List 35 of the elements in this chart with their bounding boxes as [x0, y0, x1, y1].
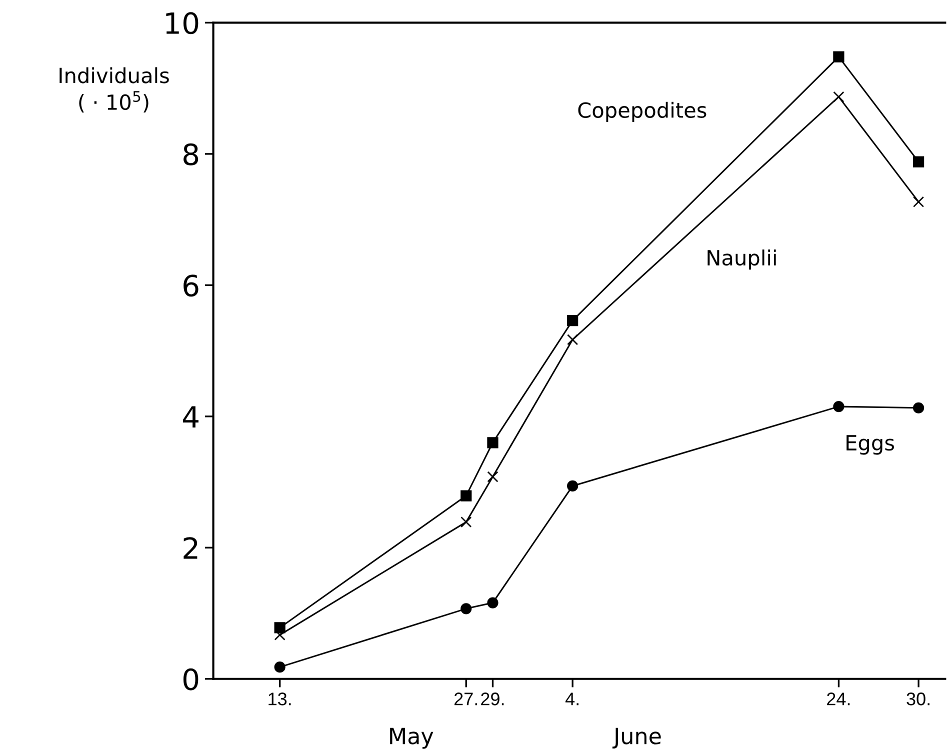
y-tick-label: 10	[166, 12, 198, 34]
point	[487, 597, 498, 608]
point	[460, 516, 472, 528]
x-tick-label: 24.	[827, 692, 850, 706]
text: May	[390, 728, 434, 749]
series-label: Nauplii	[708, 249, 776, 270]
text: June	[612, 728, 661, 749]
point	[912, 402, 924, 414]
point	[833, 91, 844, 102]
x-tick-label: 29.	[481, 692, 504, 706]
text: Copepodites	[578, 102, 706, 122]
y-tick-label: 2	[184, 537, 198, 559]
point	[567, 480, 578, 492]
point	[460, 490, 472, 502]
point	[567, 315, 578, 326]
y-tick-label: 8	[184, 143, 198, 166]
series-label: Eggs	[846, 435, 894, 455]
y-axis-title: Individuals ( · 10$^{5}$)	[60, 67, 169, 113]
point	[274, 622, 286, 634]
x-tick-label: 4.	[565, 692, 578, 706]
point	[460, 603, 472, 614]
x-tick-label: 13.	[268, 692, 291, 706]
point	[833, 401, 844, 412]
y-tick-label: 6	[184, 274, 198, 297]
point	[567, 334, 578, 346]
x-tick-label: 30.	[906, 692, 930, 706]
point	[912, 196, 924, 208]
point	[487, 437, 498, 448]
x-tick-label: 27.	[454, 692, 478, 706]
y-tick-label: 4	[182, 406, 198, 428]
point	[912, 156, 924, 168]
point	[274, 662, 286, 673]
point	[833, 51, 844, 62]
y-tick-label: 0	[183, 668, 198, 690]
point	[487, 471, 498, 482]
